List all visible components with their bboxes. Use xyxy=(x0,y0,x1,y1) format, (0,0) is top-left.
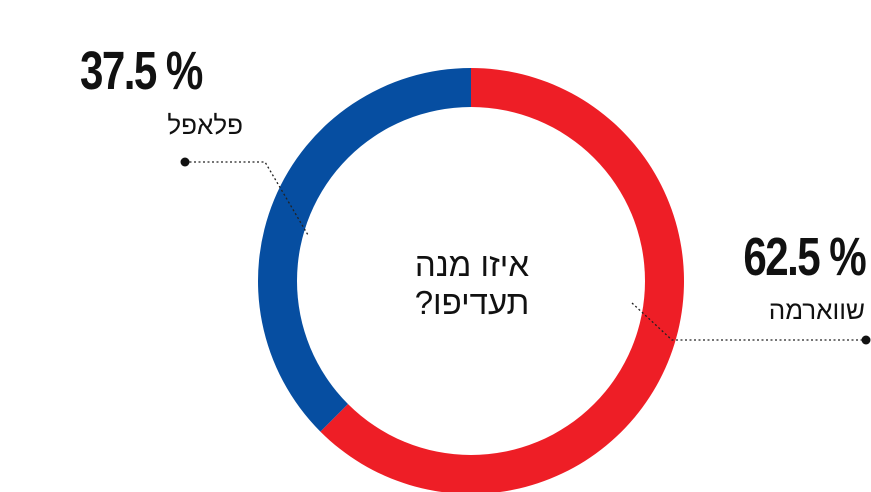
shawarma-label: שווארמה xyxy=(768,295,865,325)
chart-title: איזו מנה תעדיפו? xyxy=(414,246,530,321)
shawarma-percent-label: 62.5 % xyxy=(743,227,866,287)
falafel-percent-label: 37.5 % xyxy=(80,41,203,101)
shawarma-leader-dot xyxy=(861,335,871,345)
falafel-leader-line xyxy=(185,161,309,236)
falafel-label: פלאפל xyxy=(167,110,243,140)
donut-hole xyxy=(297,107,645,455)
falafel-leader-dot xyxy=(180,157,190,167)
shawarma-leader-line xyxy=(631,302,866,341)
